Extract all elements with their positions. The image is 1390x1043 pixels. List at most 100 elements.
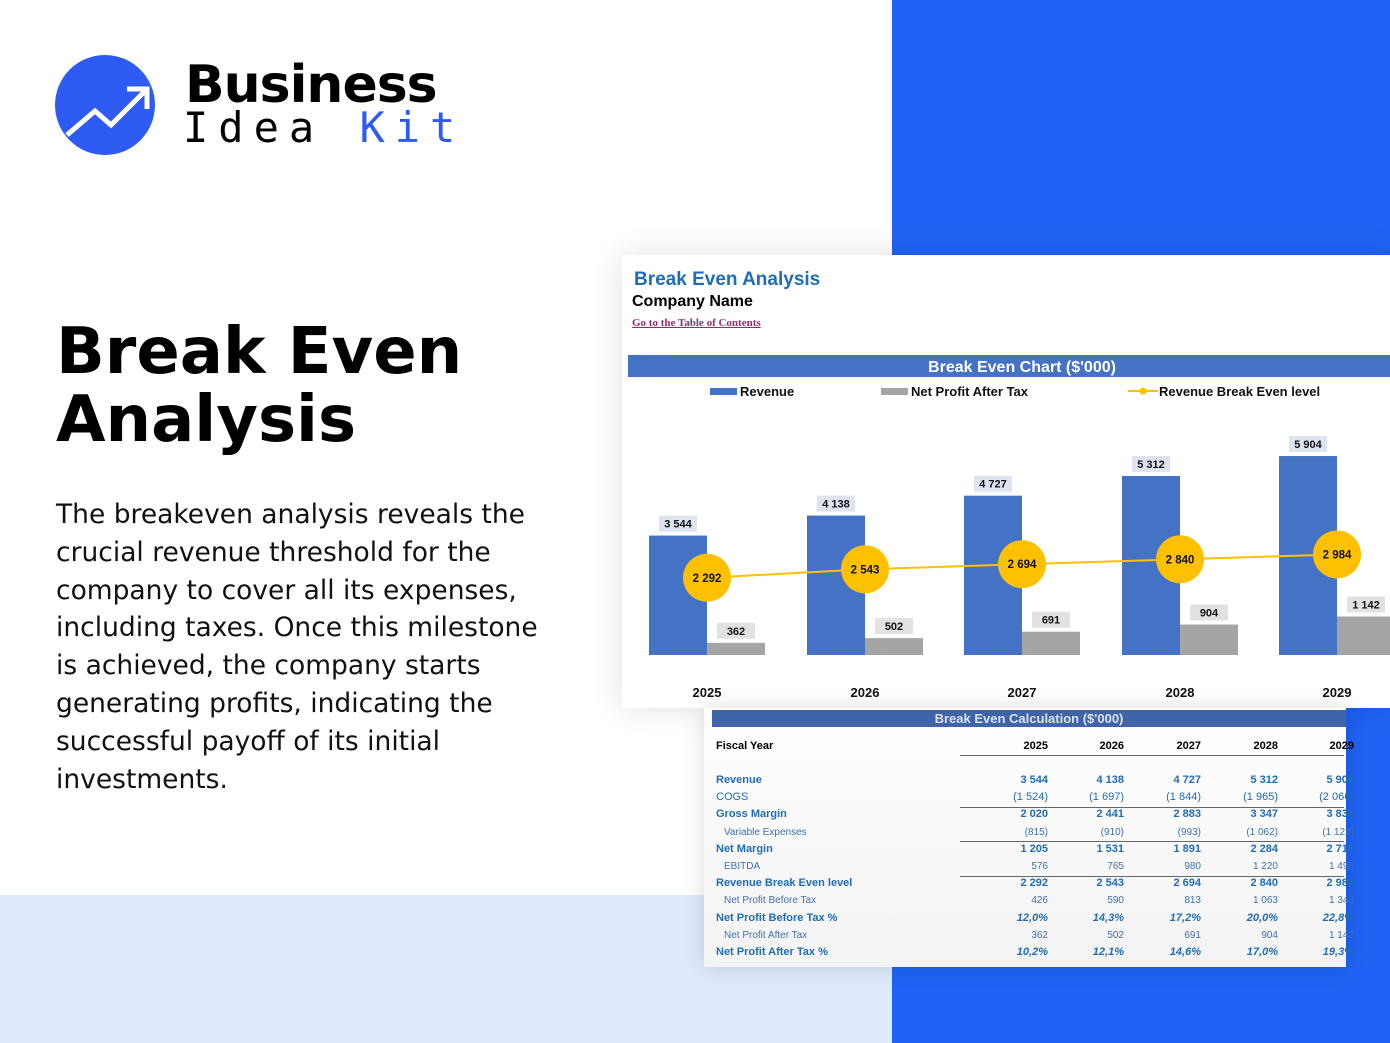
chart-title-bar <box>628 355 1390 377</box>
table-row: Revenue 3 544 4 138 4 727 5 312 5 904 <box>716 772 1354 789</box>
table-row: Net Profit After Tax % 10,2% 12,1% 14,6% 17,… <box>716 944 1354 961</box>
row-label: Net Profit Before Tax <box>724 895 817 907</box>
net-profit-bar <box>865 638 923 655</box>
table-divider <box>960 755 1344 756</box>
x-tick-label: 2025 <box>693 685 722 700</box>
cell-value: 2029 <box>1329 740 1354 752</box>
cell-value: 4 138 <box>1096 774 1124 786</box>
cell-value: 765 <box>1107 861 1124 872</box>
cell-value: 12,0% <box>1016 911 1048 924</box>
break-even-chart: Break Even Chart ($'000) Revenue Net Profi… <box>628 355 1390 700</box>
net-profit-data-label-box <box>717 622 755 639</box>
net-profit-bar <box>1180 624 1238 655</box>
row-label: COGS <box>716 791 749 804</box>
hero-description: The breakeven analysis reveals the cruci… <box>56 499 538 795</box>
revenue-data-label: 5 312 <box>1137 459 1165 471</box>
x-tick-label: 2027 <box>1008 685 1037 700</box>
cell-value: 2 441 <box>1096 808 1124 821</box>
cell-value: 10,2% <box>1016 946 1048 958</box>
cell-value: (910) <box>1100 826 1124 838</box>
cell-value: 14,3% <box>1092 911 1124 924</box>
break-even-calculation-table: Break Even Calculation ($'000) Fiscal Ye… <box>704 708 1354 967</box>
chart-title: Break Even Chart ($'000) <box>928 359 1116 376</box>
cell-value: 22,8% <box>1322 911 1354 924</box>
break-even-point <box>683 553 731 602</box>
cell-value: (1 122) <box>1322 826 1354 838</box>
cell-value: 1 142 <box>1328 929 1354 941</box>
table-of-contents-link[interactable]: Go to the Table of Contents <box>632 317 761 329</box>
cell-value: 2 694 <box>1173 877 1201 890</box>
cell-value: 5 312 <box>1250 774 1278 786</box>
cell-value: 980 <box>1184 861 1201 872</box>
revenue-data-label: 5 904 <box>1294 439 1322 451</box>
net-profit-bar <box>1337 616 1390 655</box>
cell-value: 904 <box>1261 929 1278 941</box>
legend-swatch <box>710 388 737 395</box>
brand-line2: Idea Kit <box>183 103 465 152</box>
cell-value: (993) <box>1177 826 1201 838</box>
table-divider <box>960 841 1344 842</box>
x-tick-label: 2029 <box>1323 685 1352 700</box>
net-profit-bar <box>707 642 765 655</box>
row-label: Gross Margin <box>716 808 787 821</box>
table-row: Net Profit After Tax 362 502 691 904 1 142 <box>716 927 1354 944</box>
row-label: Revenue Break Even level <box>716 877 853 890</box>
net-profit-data-label-box <box>1347 596 1385 613</box>
x-tick-label: 2028 <box>1166 685 1195 700</box>
cell-value: 1 205 <box>1020 842 1048 855</box>
row-label: Net Profit After Tax % <box>716 946 828 958</box>
cell-value: 2027 <box>1176 740 1201 752</box>
revenue-data-label-box <box>974 475 1012 492</box>
break-even-point <box>998 540 1046 589</box>
cell-value: (1 697) <box>1089 791 1124 804</box>
row-label: Net Profit After Tax <box>724 929 808 941</box>
net-profit-data-label: 502 <box>885 621 903 633</box>
row-label: Net Margin <box>716 842 773 855</box>
table-row: Variable Expenses (815) (910) (993) (1 062) (… <box>716 824 1354 841</box>
cell-value: 17,2% <box>1169 911 1201 924</box>
cell-value: 2028 <box>1253 740 1278 752</box>
cell-value: 3 544 <box>1020 774 1048 786</box>
trend-arrow-icon <box>55 55 155 155</box>
table-row: Net Profit Before Tax 426 590 813 1 063 1 343 <box>716 892 1354 909</box>
cell-value: 2 716 <box>1326 842 1354 855</box>
cell-value: 426 <box>1031 895 1048 907</box>
revenue-data-label-box <box>1132 455 1170 472</box>
row-label: Net Profit Before Tax % <box>716 911 838 924</box>
table-divider <box>960 807 1344 808</box>
cell-value: 3 347 <box>1250 808 1278 821</box>
legend-swatch <box>881 388 908 395</box>
break-even-point <box>1313 530 1361 579</box>
table-row: Net Profit Before Tax % 12,0% 14,3% 17,2% 20… <box>716 910 1354 927</box>
table-divider <box>960 876 1344 877</box>
hero-title: Break Even Analysis <box>56 315 463 457</box>
cell-value: 2 020 <box>1020 808 1048 821</box>
row-label: EBITDA <box>724 861 761 872</box>
cell-value: (1 844) <box>1166 791 1201 804</box>
legend-label: Revenue Break Even level <box>1159 384 1320 399</box>
legend-label: Net Profit After Tax <box>911 384 1029 399</box>
cell-value: 20,0% <box>1246 911 1278 924</box>
revenue-data-label: 4 138 <box>822 499 850 511</box>
cell-value: 1 891 <box>1173 842 1201 855</box>
table-row: EBITDA 576 765 980 1 220 1 490 <box>716 858 1354 875</box>
cell-value: (1 524) <box>1013 791 1048 804</box>
break-even-data-label: 2 840 <box>1166 554 1195 566</box>
break-even-point <box>841 545 889 594</box>
break-even-data-label: 2 694 <box>1008 559 1037 571</box>
cell-value: 2 883 <box>1173 808 1201 821</box>
sheet-title: Break Even Analysis <box>634 269 821 290</box>
net-profit-data-label-box <box>1190 604 1228 621</box>
cell-value: 14,6% <box>1169 946 1201 958</box>
net-profit-data-label: 362 <box>727 626 745 638</box>
cell-value: 19,3% <box>1322 946 1354 958</box>
break-even-data-label: 2 292 <box>693 573 722 585</box>
table-row: Net Margin 1 205 1 531 1 891 2 284 2 716 <box>716 841 1354 858</box>
revenue-data-label-box <box>1289 436 1327 453</box>
cell-value: 1 531 <box>1096 842 1124 855</box>
brand-kit: Kit <box>359 103 466 152</box>
cell-value: 17,0% <box>1246 946 1278 958</box>
cell-value: 590 <box>1107 895 1124 907</box>
revenue-data-label-box <box>659 515 697 532</box>
table-header-row: Fiscal Year 2025 2026 2027 2028 2029 <box>716 738 1354 755</box>
